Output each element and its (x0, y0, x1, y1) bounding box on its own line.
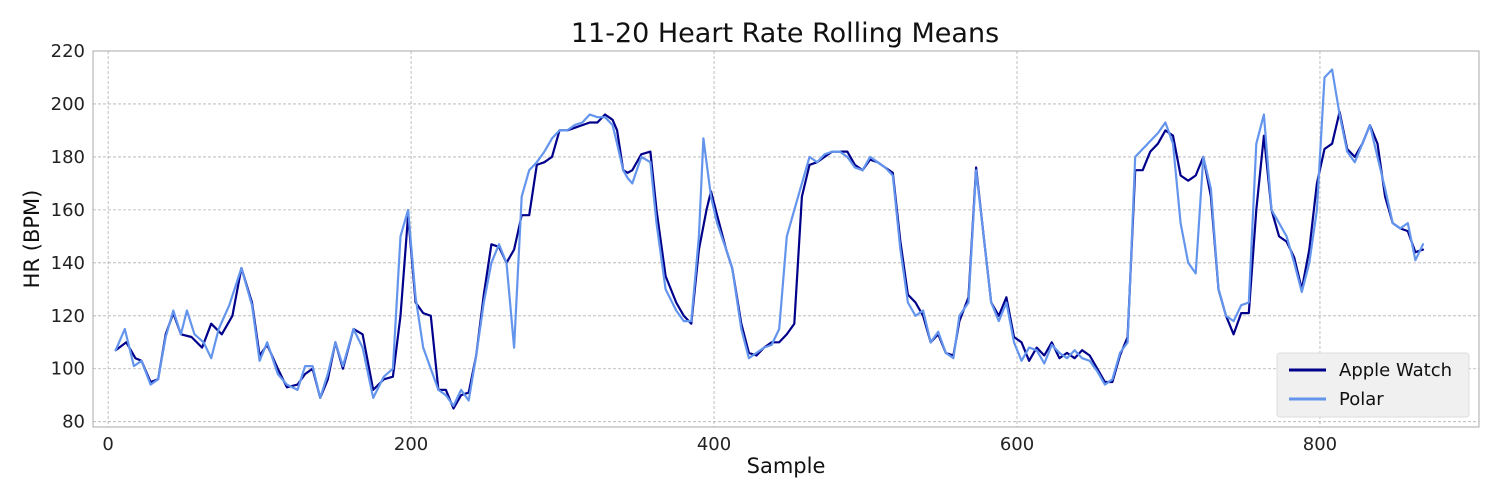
y-tick-label: 80 (62, 412, 85, 433)
series-line-polar (114, 68, 1425, 407)
y-tick-label: 100 (51, 359, 85, 380)
y-tick-label: 120 (51, 306, 85, 327)
y-tick-label: 140 (51, 253, 85, 274)
y-axis-title: HR (BPM) (20, 190, 44, 289)
y-tick-label: 180 (51, 147, 85, 168)
x-tick-label: 400 (697, 434, 731, 455)
chart-title: 11-20 Heart Rate Rolling Means (571, 18, 999, 49)
x-tick-label: 600 (1000, 434, 1034, 455)
y-tick-label: 220 (51, 41, 85, 62)
series-line-apple-watch (114, 110, 1425, 410)
x-tick-label: 0 (102, 434, 113, 455)
y-tick-label: 200 (51, 94, 85, 115)
y-tick-label: 160 (51, 200, 85, 221)
tick-labels: 80 100 120 140 160 180 200 220 0 200 400 600 800 (51, 41, 1337, 455)
grid (93, 50, 1479, 427)
legend: Apple Watch Polar (1276, 352, 1470, 418)
legend-label-polar: Polar (1339, 389, 1384, 410)
x-tick-label: 200 (394, 434, 428, 455)
plot-frame (92, 50, 1480, 428)
x-axis-title: Sample (747, 454, 826, 478)
series-lines (114, 68, 1425, 410)
x-tick-label: 800 (1303, 434, 1337, 455)
legend-label-apple-watch: Apple Watch (1339, 360, 1452, 381)
